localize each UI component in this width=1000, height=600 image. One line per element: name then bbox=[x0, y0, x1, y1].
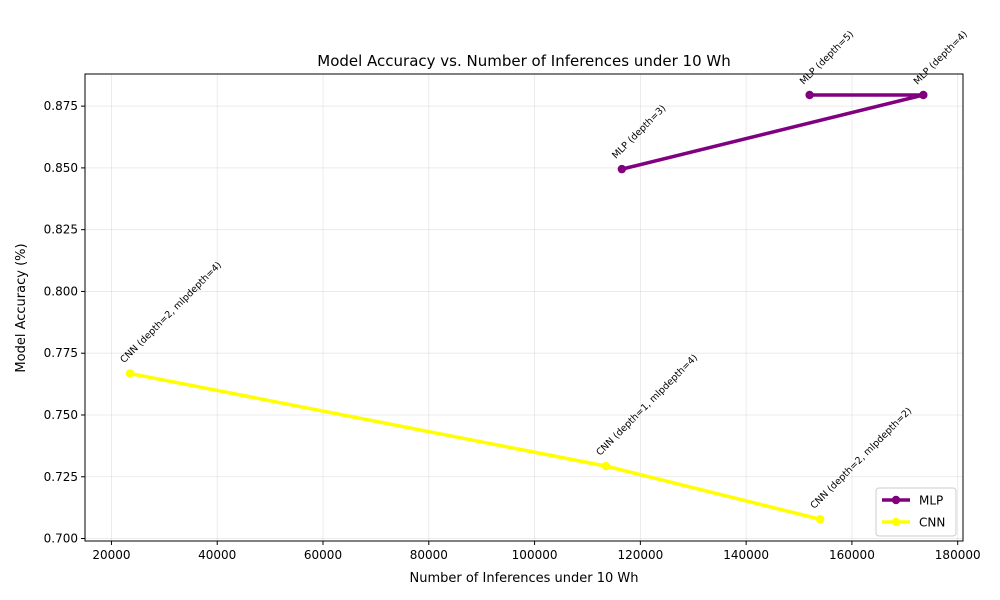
point-label: CNN (depth=2, mlpdepth=4) bbox=[118, 260, 224, 366]
legend: MLP CNN bbox=[875, 487, 957, 537]
x-tick-label: 160000 bbox=[829, 548, 875, 562]
y-tick-label: 0.850 bbox=[44, 161, 78, 175]
y-tick-label: 0.875 bbox=[44, 99, 78, 113]
plot-frame bbox=[84, 73, 964, 542]
data-point-cnn bbox=[601, 461, 611, 471]
y-tick-label: 0.750 bbox=[44, 408, 78, 422]
y-tick-label: 0.775 bbox=[44, 346, 78, 360]
chart-title: Model Accuracy vs. Number of Inferences … bbox=[317, 52, 731, 70]
legend-marker-mlp bbox=[891, 495, 901, 505]
x-tick-label: 180000 bbox=[935, 548, 981, 562]
y-tick-label: 0.700 bbox=[44, 532, 78, 546]
data-point-mlp bbox=[617, 164, 627, 174]
point-labels: MLP (depth=3) MLP (depth=4) MLP (depth=5) C… bbox=[118, 29, 970, 511]
x-tick-label: 80000 bbox=[410, 548, 448, 562]
x-tick-label: 60000 bbox=[304, 548, 342, 562]
series-layer bbox=[125, 90, 928, 524]
x-axis-label: Number of Inferences under 10 Wh bbox=[410, 571, 639, 586]
data-point-cnn bbox=[815, 515, 825, 524]
point-label: MLP (depth=4) bbox=[912, 29, 970, 87]
data-point-mlp bbox=[919, 90, 928, 100]
point-label: CNN (depth=1, mlpdepth=4) bbox=[594, 352, 700, 458]
series-line-cnn bbox=[129, 371, 821, 521]
y-tick-label: 0.725 bbox=[44, 470, 78, 484]
x-axis-ticks: 20000 40000 60000 80000 100000 120000 140000 16… bbox=[92, 541, 981, 562]
legend-label-mlp: MLP bbox=[919, 494, 943, 508]
x-tick-label: 140000 bbox=[723, 548, 769, 562]
y-tick-label: 0.825 bbox=[44, 223, 78, 237]
point-label: MLP (depth=5) bbox=[798, 29, 856, 87]
y-axis-label: Model Accuracy (%) bbox=[14, 243, 29, 372]
legend-label-cnn: CNN bbox=[919, 516, 945, 530]
x-tick-label: 20000 bbox=[92, 548, 130, 562]
data-point-mlp bbox=[805, 90, 814, 100]
y-axis-ticks: 0.700 0.725 0.750 0.775 0.800 0.825 0.850 0.875 bbox=[44, 99, 85, 546]
x-tick-label: 40000 bbox=[198, 548, 236, 562]
data-point-cnn bbox=[125, 369, 135, 378]
grid-lines bbox=[85, 74, 963, 541]
x-tick-label: 120000 bbox=[617, 548, 663, 562]
y-tick-label: 0.800 bbox=[44, 284, 78, 298]
point-label: MLP (depth=3) bbox=[610, 103, 668, 161]
x-tick-label: 100000 bbox=[512, 548, 558, 562]
legend-marker-cnn bbox=[891, 517, 901, 527]
